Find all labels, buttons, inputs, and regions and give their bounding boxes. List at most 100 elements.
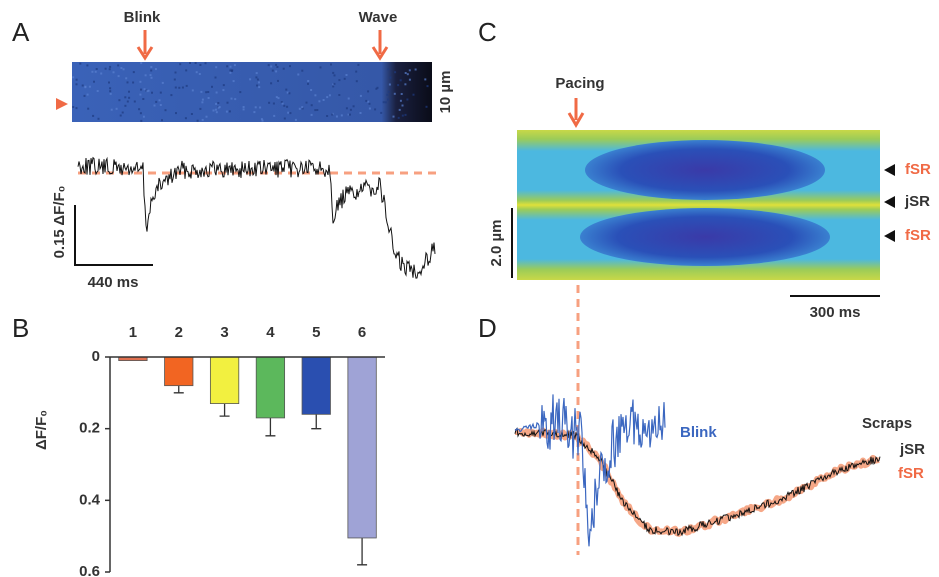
scale-label: 0.15 ΔF/F₀ [51, 186, 68, 259]
y-tick-label: 0.4 [79, 491, 101, 508]
noise-pixel [374, 108, 377, 111]
noise-pixel [222, 89, 225, 92]
noise-pixel [144, 74, 147, 77]
image-noise [72, 62, 429, 122]
noise-pixel [104, 67, 107, 70]
noise-pixel [133, 100, 136, 103]
noise-pixel [330, 63, 332, 66]
noise-pixel [261, 119, 264, 122]
noise-pixel [84, 86, 87, 89]
noise-pixel [158, 99, 161, 102]
noise-pixel [195, 71, 198, 74]
noise-pixel [211, 85, 213, 88]
noise-pixel [271, 69, 274, 72]
fsr-depletion [585, 140, 825, 200]
noise-pixel [170, 94, 173, 97]
noise-pixel [108, 81, 110, 84]
noise-pixel [367, 90, 370, 93]
noise-pixel [117, 64, 120, 67]
noise-pixel [382, 101, 385, 104]
noise-pixel [259, 106, 262, 109]
category-label: 5 [312, 324, 320, 341]
noise-pixel [230, 97, 233, 100]
noise-pixel [401, 114, 404, 117]
noise-pixel [189, 62, 191, 64]
bar [255, 356, 286, 419]
noise-pixel [215, 91, 218, 94]
noise-pixel [93, 80, 95, 83]
noise-pixel [181, 86, 184, 89]
noise-pixel [142, 115, 145, 118]
noise-pixel [139, 112, 142, 115]
y-tick-label: 0.6 [79, 563, 100, 577]
noise-pixel [215, 102, 218, 105]
noise-pixel [153, 104, 156, 107]
noise-pixel [185, 84, 188, 87]
noise-pixel [126, 81, 129, 84]
noise-pixel [119, 114, 122, 117]
noise-pixel [139, 93, 142, 96]
noise-pixel [126, 100, 129, 103]
noise-pixel [397, 84, 400, 87]
noise-pixel [260, 118, 263, 121]
noise-pixel [79, 62, 82, 65]
y-axis-label: ΔF/F₀ [33, 410, 50, 450]
noise-pixel [109, 65, 112, 68]
noise-pixel [81, 84, 84, 87]
noise-pixel [150, 76, 153, 79]
noise-pixel [347, 97, 350, 100]
noise-pixel [333, 74, 336, 77]
panel-letter: C [478, 17, 497, 47]
noise-pixel [232, 80, 235, 83]
noise-pixel [109, 87, 112, 90]
noise-pixel [72, 106, 75, 108]
noise-pixel [109, 92, 112, 95]
noise-pixel [228, 110, 231, 113]
noise-pixel [117, 75, 120, 78]
category-label: 2 [175, 324, 183, 341]
linescan-image [72, 62, 432, 122]
noise-pixel [146, 90, 149, 93]
noise-pixel [406, 73, 409, 76]
noise-pixel [229, 65, 232, 68]
noise-pixel [286, 91, 289, 94]
jsr-trace [514, 427, 881, 537]
trace-label: jSR [899, 441, 925, 458]
noise-pixel [298, 107, 301, 110]
noise-pixel [204, 62, 207, 65]
noise-pixel [355, 70, 358, 73]
noise-pixel [239, 91, 242, 94]
noise-pixel [242, 106, 245, 108]
noise-pixel [253, 111, 256, 114]
noise-pixel [83, 94, 86, 97]
noise-pixel [75, 78, 78, 81]
noise-pixel [109, 90, 112, 93]
noise-pixel [132, 71, 135, 74]
noise-pixel [399, 99, 402, 102]
noise-pixel [357, 63, 360, 66]
bar-chart: B ΔF/F₀ 0 0.2 0.4 0.6 1 2 3 4 5 6 [12, 313, 385, 577]
event-label: Pacing [555, 75, 604, 92]
noise-pixel [207, 97, 210, 99]
noise-pixel [201, 101, 204, 104]
noise-pixel [408, 78, 411, 81]
noise-pixel [376, 86, 379, 89]
noise-pixel [387, 90, 390, 93]
noise-pixel [314, 94, 317, 97]
fsr-depletion [580, 208, 830, 266]
noise-pixel [178, 86, 181, 89]
noise-pixel [401, 104, 404, 107]
noise-pixel [277, 79, 279, 82]
noise-pixel [388, 83, 391, 86]
noise-pixel [225, 110, 228, 113]
noise-pixel [276, 66, 279, 68]
noise-pixel [200, 90, 203, 93]
noise-pixel [406, 98, 409, 101]
noise-pixel [359, 112, 362, 114]
noise-pixel [128, 96, 131, 99]
noise-pixel [191, 89, 194, 92]
noise-pixel [185, 69, 188, 72]
noise-pixel [96, 90, 99, 92]
noise-pixel [343, 77, 346, 80]
noise-pixel [414, 68, 417, 71]
